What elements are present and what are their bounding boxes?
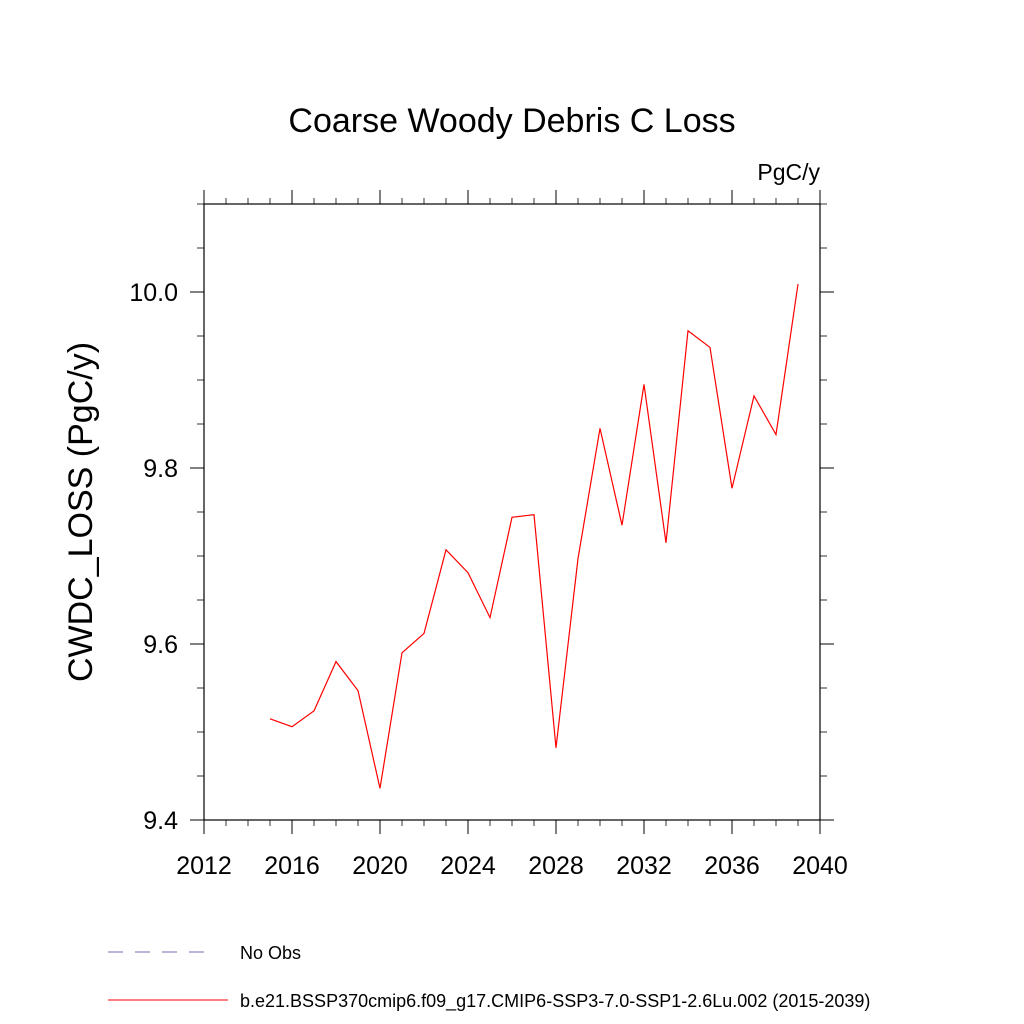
units-label: PgC/y (757, 159, 820, 185)
x-tick-label: 2020 (352, 852, 408, 880)
plot-frame (203, 203, 821, 821)
y-tick-label: 9.8 (143, 455, 178, 483)
series-layer (269, 283, 799, 789)
y-tick-label: 9.4 (143, 807, 178, 835)
legend-label: No Obs (240, 943, 301, 963)
x-tick-label: 2040 (792, 852, 848, 880)
tick-labels: 2012 2016 2020 2024 2028 2032 2036 2040 9.4 9.6 9.… (129, 279, 847, 880)
legend: No Obs b.e21.BSSP370cmip6.f09_g17.CMIP6-S… (108, 943, 870, 1012)
y-axis-label: CWDC_LOSS (PgC/y) (62, 342, 100, 682)
x-tick-label: 2012 (176, 852, 232, 880)
y-tick-label: 9.6 (143, 631, 178, 659)
x-tick-label: 2024 (440, 852, 496, 880)
x-tick-label: 2036 (704, 852, 760, 880)
x-tick-label: 2032 (616, 852, 672, 880)
x-tick-label: 2016 (264, 852, 320, 880)
axis-ticks (190, 190, 834, 834)
x-tick-label: 2028 (528, 852, 584, 880)
legend-label: b.e21.BSSP370cmip6.f09_g17.CMIP6-SSP3-7.… (240, 991, 870, 1012)
y-tick-label: 10.0 (129, 279, 178, 307)
chart-title: Coarse Woody Debris C Loss (288, 102, 735, 140)
series-line (269, 283, 799, 789)
